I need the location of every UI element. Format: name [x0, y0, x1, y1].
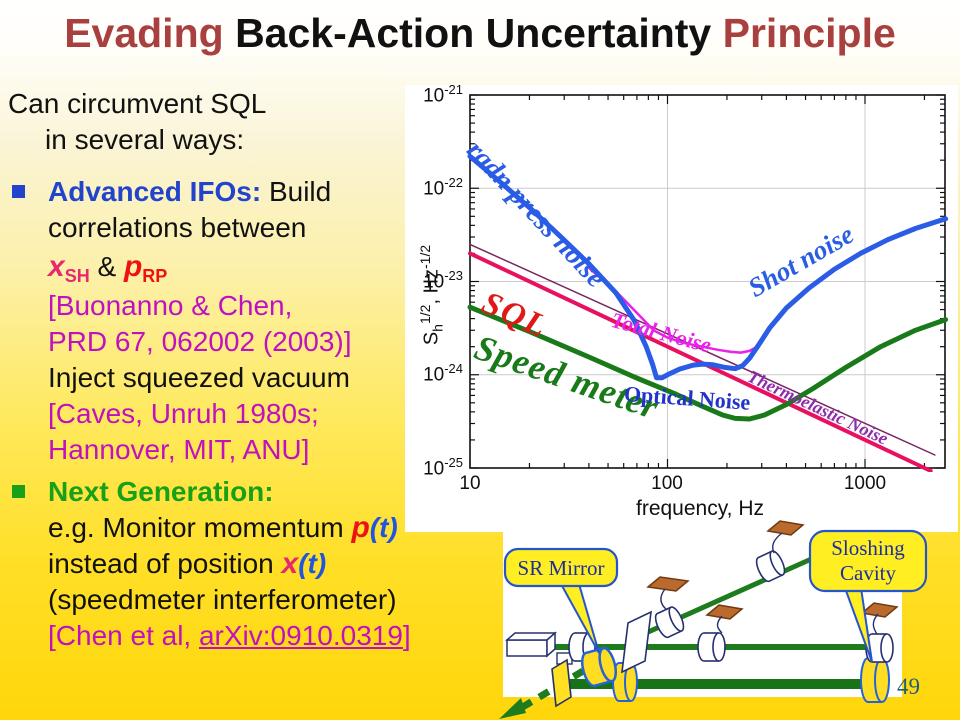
- sloshing-cavity-label-2: Cavity: [840, 561, 896, 585]
- bullet1-heading: Advanced IFOs:: [48, 176, 262, 207]
- bullet-next-generation: Next Generation:: [8, 474, 486, 510]
- ref-caves-2: Hannover, MIT, ANU]: [48, 434, 310, 465]
- green-square-bullet-icon: [12, 485, 25, 498]
- intro-line-2: in several ways:: [45, 124, 245, 155]
- inject-squeezed-line: Inject squeezed vacuum: [48, 362, 350, 393]
- diagram-svg: SR Mirror Sloshing Cavity: [499, 520, 928, 719]
- x-sh-symbol: x: [48, 250, 65, 283]
- x-symbol: x: [281, 547, 299, 580]
- monitor-momentum-line: e.g. Monitor momentum p(t): [8, 510, 486, 546]
- p-rp-subscript: RP: [142, 266, 168, 286]
- y-tick-1e-24: 10-24: [423, 361, 463, 386]
- b2-line1-text: e.g. Monitor momentum: [48, 512, 352, 543]
- beamsplitter: [621, 610, 652, 674]
- bullet1-rest: Build: [261, 176, 332, 207]
- b2-line2-text: instead of position: [48, 548, 282, 579]
- diagonal-mirror-2: [755, 550, 786, 583]
- speedmeter-line: (speedmeter interferometer): [48, 584, 397, 615]
- x-sh-subscript: SH: [64, 266, 90, 286]
- page-number: 49: [897, 674, 920, 699]
- sloshing-cavity-mirror: [860, 657, 890, 703]
- y-tick-1e-22: 10-22: [423, 175, 463, 200]
- instead-position-line: instead of position x(t): [8, 546, 486, 582]
- p-rp-symbol: p: [123, 250, 143, 283]
- arm-mirror-mid: [697, 632, 726, 662]
- title-part-black: Back-Action Uncertainty: [235, 10, 723, 56]
- x-axis-label: frequency, Hz: [636, 497, 764, 520]
- y-tick-1e-21: 10-21: [423, 82, 463, 107]
- ampersand: &: [89, 251, 124, 282]
- ref-chen-line: [Chen et al, arXiv:0910.0319]: [8, 618, 486, 654]
- sr-callout-bubble: [503, 547, 619, 588]
- sloshing-cavity-label-1: Sloshing: [831, 536, 905, 560]
- y-tick-1e-25: 10-25: [423, 455, 463, 480]
- output-beam-dashed: [519, 667, 585, 712]
- title-part-red1: Evading: [64, 10, 236, 56]
- left-text-column: Can circumvent SQL in several ways: Adva…: [8, 86, 486, 654]
- diagonal-mirror-1: [654, 606, 685, 639]
- noise-spectrum-chart: Sh1/2, Hz-1/2 10-21 10-22 10-23 10-24 10…: [405, 82, 958, 532]
- sr-mirror: [580, 646, 618, 688]
- ref-caves-1: [Caves, Unruh 1980s;: [48, 398, 319, 429]
- ref-chen-post: ]: [402, 620, 411, 651]
- sr-mirror-label: SR Mirror: [518, 556, 605, 580]
- bullet2-heading: Next Generation:: [48, 476, 274, 507]
- title-part-red2: Principle: [722, 10, 896, 56]
- ref-buonanno-2: PRD 67, 062002 (2003)]: [48, 326, 352, 357]
- ref-chen-pre: [Chen et al,: [48, 620, 199, 651]
- x-tick-100: 100: [651, 473, 683, 494]
- x-tick-10: 10: [459, 473, 481, 494]
- bullet1-line2: correlations between: [48, 212, 307, 243]
- bullet-advanced-ifos: Advanced IFOs: Build: [8, 174, 486, 210]
- y-tick-1e-23: 10-23: [423, 268, 463, 293]
- blue-square-bullet-icon: [12, 185, 25, 198]
- formula-line: xSH & pRP: [8, 246, 486, 288]
- speedmeter-diagram: SR Mirror Sloshing Cavity: [495, 520, 960, 720]
- ref-buonanno-1: [Buonanno & Chen,: [48, 290, 293, 321]
- p-of-t: (t): [369, 512, 398, 543]
- laser-box: [505, 631, 557, 658]
- arxiv-link[interactable]: arXiv:0910.0319: [198, 620, 403, 651]
- sloshing-callout-bubble: [808, 529, 928, 593]
- x-tick-1000: 1000: [843, 473, 887, 494]
- output-plate: [551, 658, 572, 708]
- p-symbol: p: [351, 511, 370, 544]
- slide-title: Evading Back-Action Uncertainty Principl…: [0, 10, 960, 57]
- x-of-t: (t): [298, 548, 327, 579]
- output-arrowhead-icon: [499, 698, 526, 719]
- intro-line-1: Can circumvent SQL: [8, 88, 267, 119]
- chart-plot-area: [467, 94, 949, 472]
- suspension-plates: [646, 520, 899, 635]
